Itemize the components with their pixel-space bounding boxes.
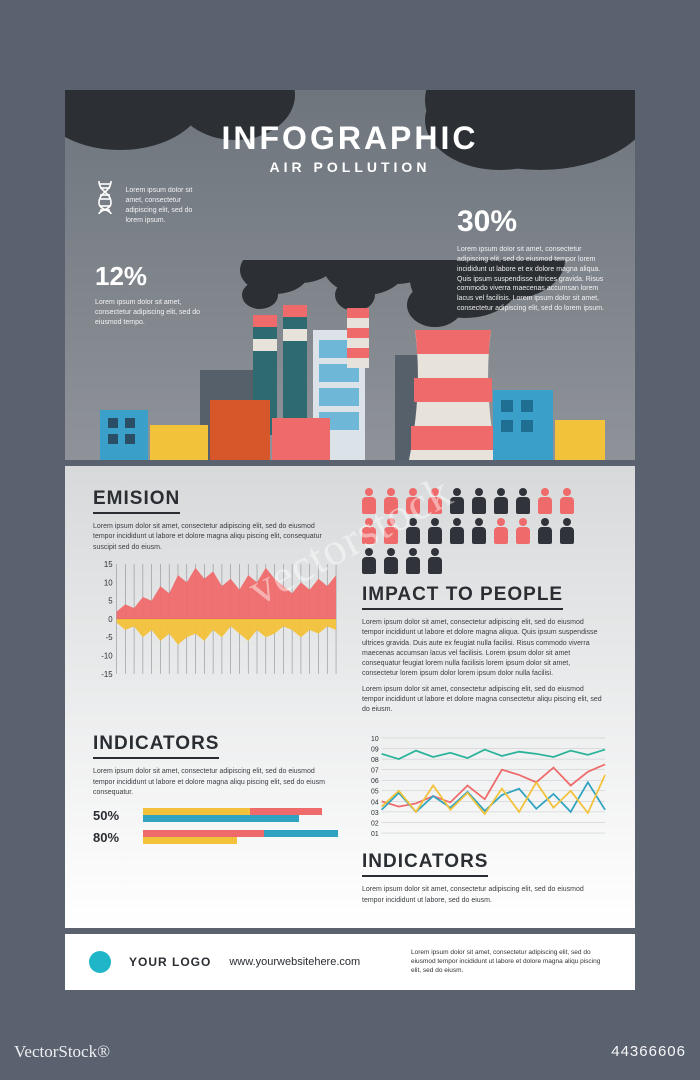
person-icon [362,488,376,514]
ind-right-title: INDICATORS [362,851,488,877]
svg-text:06: 06 [371,779,379,786]
emission-area-chart: 15 10 5 0 -5 -10 -15 [93,559,338,679]
person-icon [516,518,530,544]
indicators-line-chart: 10 09 08 07 06 05 04 03 02 01 [362,733,607,838]
svg-text:10: 10 [104,578,113,587]
person-icon [406,548,420,574]
hero-left-value: 12% [95,261,215,292]
footer-body: Lorem ipsum dolor sit amet, consectetur … [411,948,611,975]
watermark-bottom-right: 44366606 [611,1043,686,1060]
person-icon [472,488,486,514]
person-icon [494,518,508,544]
ind-right-body: Lorem ipsum dolor sit amet, consectetur … [362,885,607,905]
svg-text:05: 05 [371,789,379,796]
person-icon [406,518,420,544]
person-icon [384,548,398,574]
title-block: INFOGRAPHIC AIR POLLUTION [65,90,635,175]
svg-text:10: 10 [371,736,379,743]
hero-stat-right: 30% Lorem ipsum dolor sit amet, consecte… [457,205,607,314]
person-icon [428,548,442,574]
person-icon [384,518,398,544]
body-panel: EMISION Lorem ipsum dolor sit amet, cons… [65,466,635,928]
footer-section: YOUR LOGO www.yourwebsitehere.com Lorem … [65,934,635,990]
hbar-label: 80% [93,830,133,845]
person-icon [406,488,420,514]
person-icon [538,518,552,544]
horizontal-bars: 50%80% [93,808,338,846]
svg-text:-15: -15 [101,669,113,678]
hero-stat-left: Lorem ipsum dolor sit amet, consectetur … [95,180,215,328]
hero-section: INFOGRAPHIC AIR POLLUTION Lorem ipsum do… [65,90,635,460]
svg-text:07: 07 [371,768,379,775]
hero-right-value: 30% [457,205,607,239]
ind-left-title: INDICATORS [93,733,219,759]
people-body1: Lorem ipsum dolor sit amet, consectetur … [362,618,607,679]
people-icon-grid [362,488,592,574]
hero-right-body: Lorem ipsum dolor sit amet, consectetur … [457,245,607,314]
person-icon [538,488,552,514]
hero-left-body-top: Lorem ipsum dolor sit amet, consectetur … [125,186,205,225]
people-title: IMPACT TO PEOPLE [362,584,563,610]
person-icon [384,488,398,514]
person-icon [362,548,376,574]
hbar-row: 80% [93,830,338,846]
person-icon [560,488,574,514]
person-icon [450,518,464,544]
person-icon [494,488,508,514]
person-icon [428,488,442,514]
dna-icon [95,180,115,219]
emission-block: EMISION Lorem ipsum dolor sit amet, cons… [93,488,338,715]
ind-left-body: Lorem ipsum dolor sit amet, consectetur … [93,767,338,797]
infographic-poster: INFOGRAPHIC AIR POLLUTION Lorem ipsum do… [65,90,635,990]
svg-text:01: 01 [371,831,379,838]
svg-text:-10: -10 [101,651,113,660]
hbar-row: 50% [93,808,338,824]
svg-text:5: 5 [108,596,113,605]
indicators-right-block: 10 09 08 07 06 05 04 03 02 01 INDICATORS Lorem ip… [362,733,607,905]
svg-text:09: 09 [371,747,379,754]
person-icon [516,488,530,514]
watermark-bottom-left: VectorStock® [14,1042,110,1062]
hbar-label: 50% [93,808,133,823]
person-icon [560,518,574,544]
emission-title: EMISION [93,488,180,514]
emission-body: Lorem ipsum dolor sit amet, consectetur … [93,522,338,552]
people-block: IMPACT TO PEOPLE Lorem ipsum dolor sit a… [362,488,607,715]
subtitle: AIR POLLUTION [65,159,635,175]
main-title: INFOGRAPHIC [65,120,635,157]
indicators-left-block: INDICATORS Lorem ipsum dolor sit amet, c… [93,733,338,905]
svg-text:08: 08 [371,758,379,765]
logo-text: YOUR LOGO [129,955,211,969]
svg-text:15: 15 [104,560,113,569]
person-icon [472,518,486,544]
svg-text:03: 03 [371,810,379,817]
person-icon [450,488,464,514]
person-icon [428,518,442,544]
logo-icon [89,951,111,973]
svg-text:02: 02 [371,821,379,828]
svg-text:0: 0 [108,615,113,624]
svg-text:-5: -5 [106,633,114,642]
footer-url: www.yourwebsitehere.com [229,956,360,968]
people-body2: Lorem ipsum dolor sit amet, consectetur … [362,685,607,715]
svg-text:04: 04 [371,800,379,807]
hero-left-body: Lorem ipsum dolor sit amet, consectetur … [95,298,215,327]
person-icon [362,518,376,544]
